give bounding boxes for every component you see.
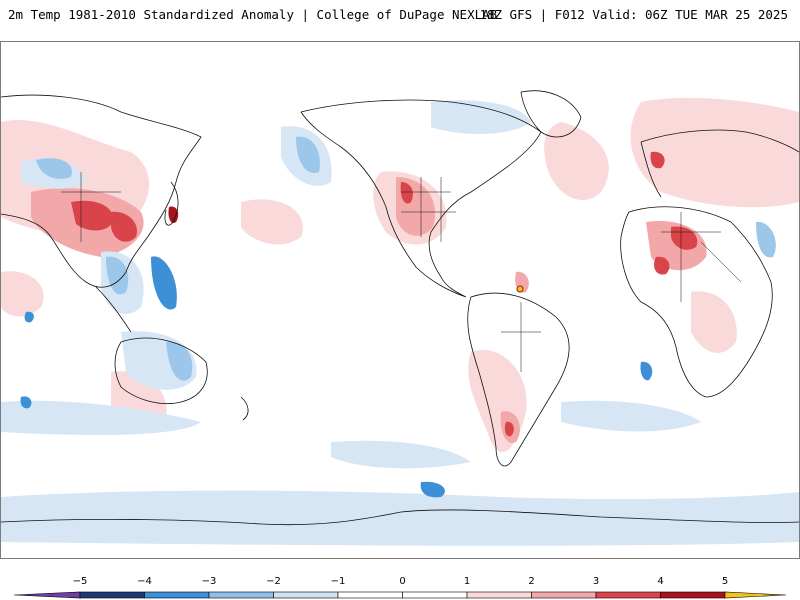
colorbar-tick-label: −4	[137, 576, 152, 587]
colorbar-tick-label: 3	[593, 576, 599, 587]
colorbar-tick-label: −5	[73, 576, 88, 587]
cool-anomaly-area	[561, 400, 701, 432]
cool-anomaly-area	[756, 221, 776, 258]
asia-outline	[1, 94, 202, 288]
warm-anomaly-area	[544, 122, 609, 201]
cold-anomaly-area	[151, 256, 177, 310]
cool-anomaly-area	[1, 400, 201, 435]
anomaly-map[interactable]	[0, 41, 800, 559]
colorbar-segment	[208, 591, 274, 599]
colorbar-high-extreme	[724, 591, 787, 599]
colorbar-segment	[660, 591, 726, 599]
colorbar-segment	[402, 591, 468, 599]
colorbar-svg: −5 −4 −3 −2 −1 0 1 2 3 4 5	[13, 576, 787, 599]
colorbar-tick-label: 4	[657, 576, 663, 587]
japan-outline	[164, 181, 179, 226]
new-zealand-outline	[240, 396, 249, 421]
colorbar-low-extreme	[13, 591, 81, 599]
colorbar-tick-label: −1	[331, 576, 346, 587]
anomaly-shading	[1, 97, 799, 546]
warm-anomaly-area	[691, 291, 737, 353]
colorbar-legend: −5 −4 −3 −2 −1 0 1 2 3 4 5	[0, 568, 800, 600]
cool-anomaly-area	[296, 136, 320, 173]
africa-outline	[620, 206, 773, 398]
cold-anomaly-area	[24, 311, 34, 323]
cool-anomaly-area	[1, 490, 799, 546]
colorbar-tick-label: −2	[266, 576, 281, 587]
colorbar-segment	[273, 591, 339, 599]
hot-anomaly-area	[671, 226, 698, 250]
colorbar-segment	[595, 591, 661, 599]
colorbar-tick-label: 0	[399, 576, 405, 587]
cold-anomaly-area	[420, 481, 445, 498]
hot-anomaly-area	[654, 256, 670, 275]
very-hot-anomaly-area	[168, 206, 179, 224]
colorbar-segment	[466, 591, 532, 599]
colorbar-tick-label: 2	[528, 576, 534, 587]
colorbar-tick-label: 5	[722, 576, 728, 587]
map-title: 2m Temp 1981-2010 Standardized Anomaly |…	[8, 7, 498, 22]
colorbar-segment	[79, 591, 145, 599]
warm-anomaly-area	[630, 97, 799, 208]
colorbar-tick-labels: −5 −4 −3 −2 −1 0 1 2 3 4 5	[73, 576, 729, 587]
cool-anomaly-area	[431, 100, 531, 134]
hot-anomaly-area	[71, 200, 114, 231]
country-borders	[61, 172, 742, 372]
europe-outline	[640, 129, 799, 198]
antarctica-outline	[1, 509, 799, 526]
cool-anomaly-area	[36, 158, 72, 179]
hot-anomaly-area	[111, 211, 137, 242]
cold-anomaly-area	[20, 396, 32, 409]
header: 2m Temp 1981-2010 Standardized Anomaly |…	[0, 0, 800, 28]
warm-anomaly-area	[1, 271, 44, 317]
colorbar-bar	[13, 591, 787, 599]
colorbar-tick-label: 1	[464, 576, 470, 587]
colorbar-segment	[337, 591, 403, 599]
cool-anomaly-area	[166, 341, 193, 381]
greenland-outline	[520, 90, 582, 138]
map-canvas	[1, 90, 799, 546]
south-america-outline	[467, 292, 570, 467]
coastlines	[1, 90, 799, 526]
hot-anomaly-area	[650, 151, 665, 169]
warm-anomaly-area	[241, 199, 303, 245]
extreme-warm-spot	[516, 285, 524, 293]
north-america-outline	[300, 99, 542, 298]
australia-outline	[114, 337, 208, 405]
southeast-asia-outline	[95, 286, 132, 333]
model-run-info: 18Z GFS | F012 Valid: 06Z TUE MAR 25 202…	[479, 7, 788, 22]
cool-anomaly-area	[331, 440, 471, 469]
colorbar-segment	[144, 591, 210, 599]
cold-anomaly-area	[640, 361, 653, 381]
hot-anomaly-area	[504, 421, 514, 437]
hot-anomaly-area	[400, 182, 413, 204]
colorbar-tick-label: −3	[202, 576, 217, 587]
colorbar-segment	[531, 591, 597, 599]
